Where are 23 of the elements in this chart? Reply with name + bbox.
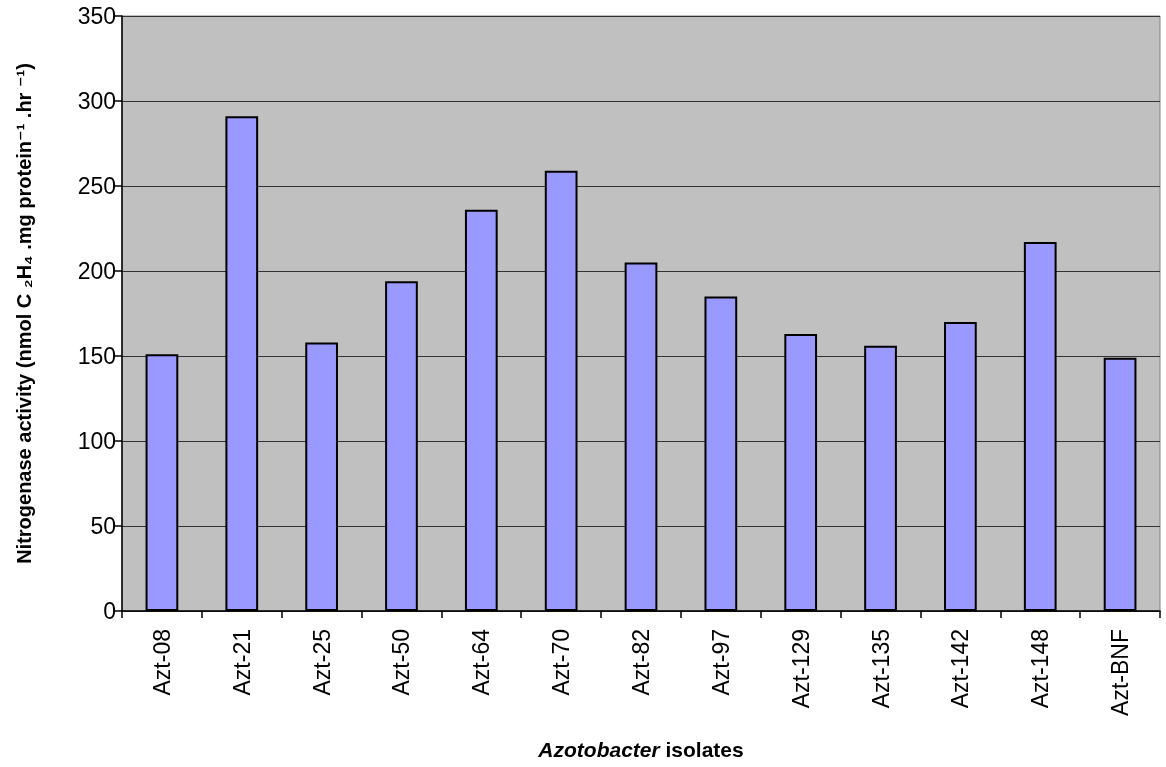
x-tick-label: Azt-70 xyxy=(548,629,575,696)
y-tick-label: 100 xyxy=(77,428,116,454)
x-tick-label: Azt-135 xyxy=(867,629,894,709)
x-tick-label: Azt-142 xyxy=(947,629,974,709)
x-tick-label: Azt-21 xyxy=(228,629,255,696)
y-tick-label: 250 xyxy=(77,173,116,199)
x-tick-label: Azt-25 xyxy=(308,629,335,696)
x-tick-label: Azt-97 xyxy=(707,629,734,696)
x-tick-label: Azt-08 xyxy=(148,629,175,696)
x-tick-label: Azt-148 xyxy=(1027,629,1054,709)
y-tick-label: 150 xyxy=(77,343,116,369)
y-tick-label: 350 xyxy=(77,3,116,29)
y-tick-label: 300 xyxy=(77,88,116,114)
y-tick-label: 0 xyxy=(103,598,116,624)
x-tick-label: Azt-82 xyxy=(628,629,654,696)
x-tick-label: Azt-BNF xyxy=(1107,629,1134,716)
x-tick-label: Azt-64 xyxy=(468,628,495,696)
x-tick-label: Azt-50 xyxy=(388,629,415,696)
y-tick-label: 200 xyxy=(77,258,116,284)
y-tick-label: 50 xyxy=(90,513,116,539)
x-tick-label: Azt-129 xyxy=(787,629,814,709)
x-axis-title: Azotobacter isolates xyxy=(537,738,744,761)
y-axis-title: Nitrogenase activity (nmol C ₂H₄ .mg protein⁻¹ .hr ⁻¹) xyxy=(13,63,35,564)
